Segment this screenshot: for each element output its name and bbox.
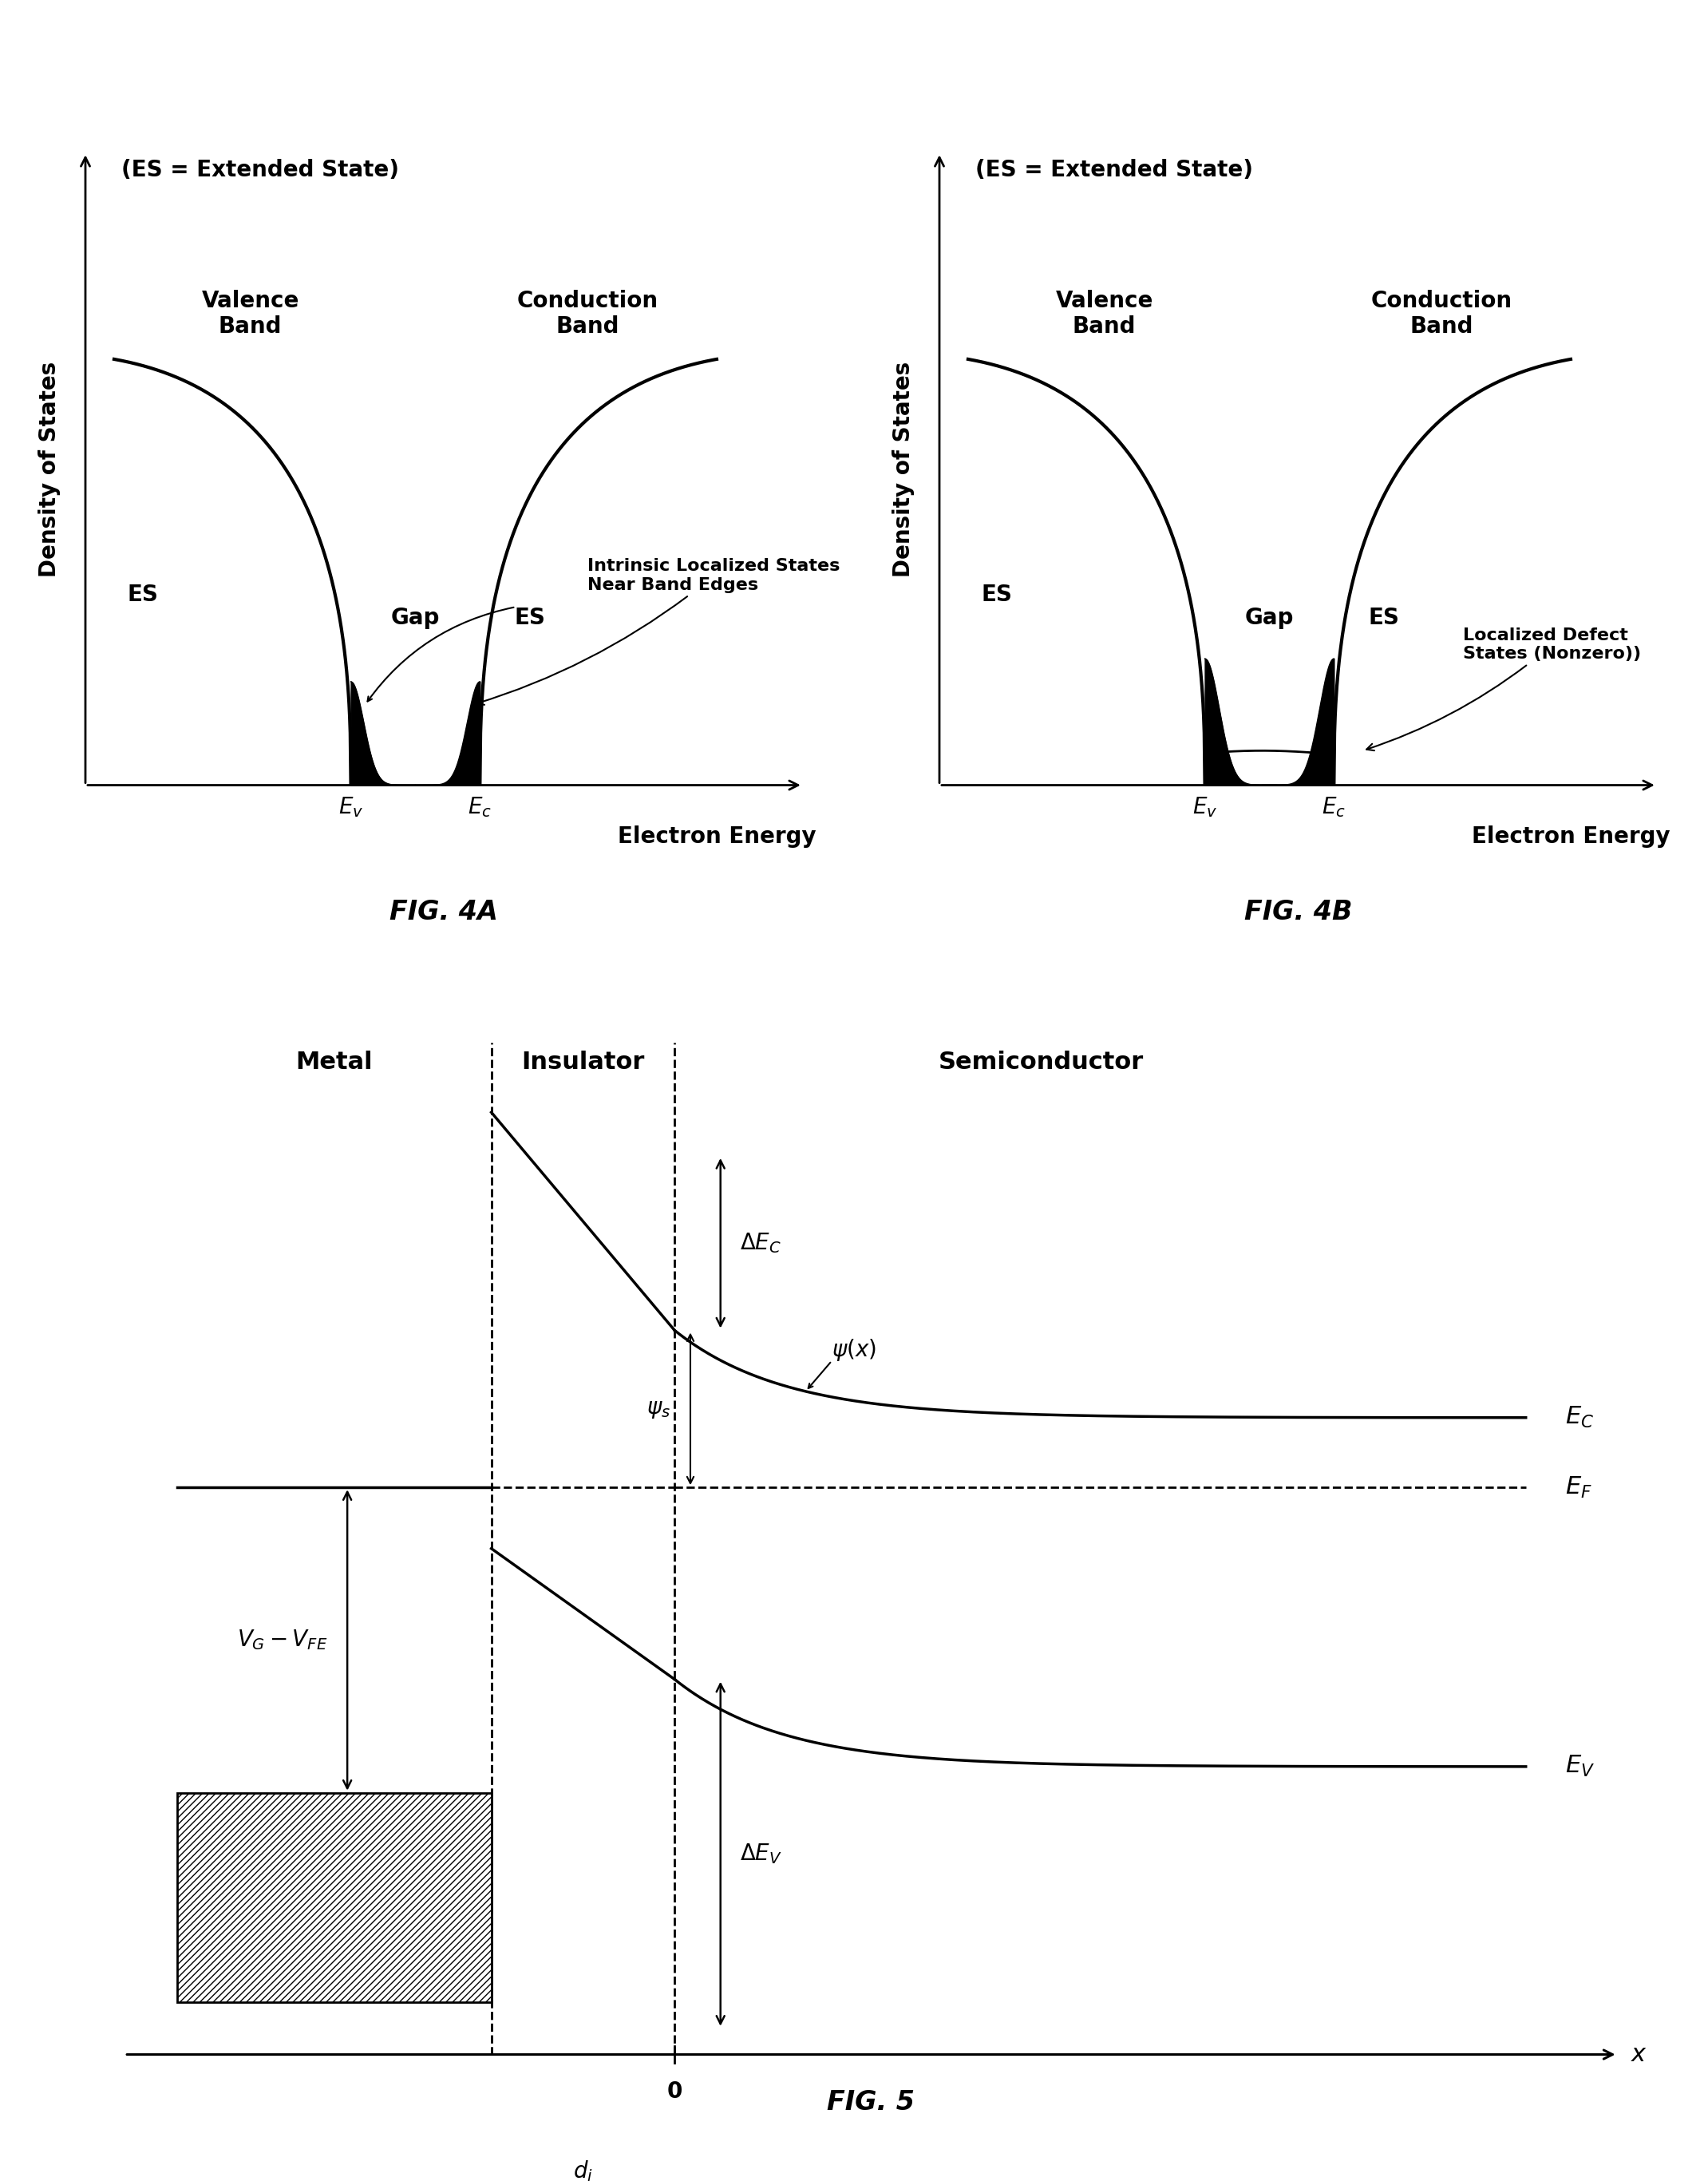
Text: ES: ES xyxy=(1368,606,1399,628)
Text: $E_c$: $E_c$ xyxy=(468,796,492,820)
Text: ES: ES xyxy=(128,585,159,606)
Text: 0: 0 xyxy=(666,2081,683,2102)
Text: ES: ES xyxy=(982,585,1013,606)
Text: $E_F$: $E_F$ xyxy=(1565,1474,1592,1501)
Text: $E_c$: $E_c$ xyxy=(1322,796,1346,820)
Text: $E_V$: $E_V$ xyxy=(1565,1754,1595,1780)
Text: $d_i$: $d_i$ xyxy=(574,2159,593,2181)
Text: Gap: Gap xyxy=(391,606,441,628)
Text: Insulator: Insulator xyxy=(521,1051,644,1073)
Text: Metal: Metal xyxy=(295,1051,372,1073)
Text: Conduction
Band: Conduction Band xyxy=(1372,290,1512,338)
Text: $\psi(x)$: $\psi(x)$ xyxy=(832,1337,876,1363)
Text: Semiconductor: Semiconductor xyxy=(939,1051,1144,1073)
Text: $E_C$: $E_C$ xyxy=(1565,1405,1594,1431)
Text: $E_v$: $E_v$ xyxy=(1192,796,1218,820)
Text: $\Delta E_V$: $\Delta E_V$ xyxy=(740,1843,782,1865)
Text: Intrinsic Localized States
Near Band Edges: Intrinsic Localized States Near Band Edg… xyxy=(477,558,840,704)
Text: $\psi_s$: $\psi_s$ xyxy=(647,1398,671,1420)
Text: FIG. 5: FIG. 5 xyxy=(827,2089,915,2116)
Text: Gap: Gap xyxy=(1245,606,1295,628)
Text: (ES = Extended State): (ES = Extended State) xyxy=(975,159,1254,181)
Text: $V_G - V_{FE}$: $V_G - V_{FE}$ xyxy=(237,1629,328,1651)
Text: $x$: $x$ xyxy=(1631,2044,1648,2065)
Text: FIG. 4B: FIG. 4B xyxy=(1243,899,1353,925)
Text: Electron Energy: Electron Energy xyxy=(618,824,816,848)
Text: Density of States: Density of States xyxy=(892,362,915,576)
Text: $\Delta E_C$: $\Delta E_C$ xyxy=(740,1232,782,1254)
Text: FIG. 4A: FIG. 4A xyxy=(389,899,499,925)
Text: Density of States: Density of States xyxy=(38,362,61,576)
Text: Valence
Band: Valence Band xyxy=(202,290,299,338)
Bar xyxy=(178,1793,492,2002)
Text: Localized Defect
States (Nonzero)): Localized Defect States (Nonzero)) xyxy=(1366,628,1641,750)
Text: ES: ES xyxy=(514,606,545,628)
Text: (ES = Extended State): (ES = Extended State) xyxy=(121,159,400,181)
Text: $E_v$: $E_v$ xyxy=(338,796,364,820)
Text: Electron Energy: Electron Energy xyxy=(1472,824,1670,848)
Text: Valence
Band: Valence Band xyxy=(1056,290,1153,338)
Text: Conduction
Band: Conduction Band xyxy=(518,290,658,338)
